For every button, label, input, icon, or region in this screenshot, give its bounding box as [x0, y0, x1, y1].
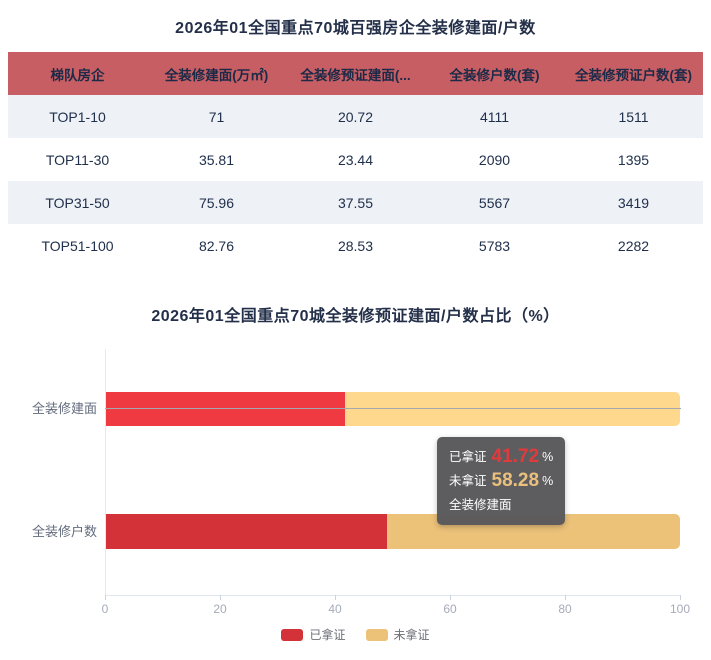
table-row: TOP51-100 82.76 28.53 5783 2282	[8, 224, 703, 267]
table-cell: 4111	[479, 108, 510, 125]
table-header-row: 梯队房企 全装修建面(万㎡) 全装修预证建面(... 全装修户数(套) 全装修预证户数(…	[8, 52, 703, 95]
table-cell: 5783	[478, 237, 511, 254]
table-body: TOP1-10 71 20.72 4111 1511 TOP11-30 35.81 23.44…	[8, 95, 703, 267]
table-cell: 23.44	[337, 151, 374, 168]
legend-swatch	[365, 628, 388, 641]
table-cell: 1395	[617, 151, 650, 168]
tooltip-label: 未拿证	[449, 474, 487, 488]
bar-segment-未拿证[interactable]	[345, 392, 680, 426]
table-cell: TOP31-50	[45, 194, 110, 211]
table-title: 2026年01全国重点70城百强房企全装修建面/户数	[175, 20, 536, 37]
x-axis-tick-label: 40	[328, 602, 342, 616]
legend-swatch	[281, 628, 304, 641]
legend-item-未拿证[interactable]: 未拿证	[365, 626, 430, 643]
table-row: TOP31-50 75.96 37.55 5567 3419	[8, 181, 703, 224]
x-axis-line	[105, 595, 681, 596]
x-axis-tick-label: 100	[669, 602, 691, 616]
bar-row-0[interactable]	[106, 392, 680, 426]
category-label-0: 全装修建面	[31, 401, 97, 416]
y-axis-line	[105, 349, 106, 595]
stacked-bar-chart: 全装修建面 全装修户数 0 20 40 60 80 100 已拿证 41.72% 未拿证 58.…	[0, 326, 711, 660]
table-cell: 82.76	[198, 237, 235, 254]
tooltip-row: 未拿证 58.28%	[449, 469, 553, 493]
tooltip-category: 全装修建面	[449, 498, 512, 512]
table-cell: 5567	[478, 194, 511, 211]
x-axis-tick	[105, 595, 106, 600]
axis-pointer-line	[105, 408, 681, 409]
table-row: TOP11-30 35.81 23.44 2090 1395	[8, 138, 703, 181]
table-cell: 28.53	[337, 237, 374, 254]
legend-label: 已拿证	[309, 628, 346, 642]
table-cell: TOP1-10	[49, 108, 106, 125]
legend-item-已拿证[interactable]: 已拿证	[281, 626, 346, 643]
table-cell: TOP51-100	[41, 237, 114, 254]
x-axis-tick	[450, 595, 451, 600]
category-label-1: 全装修户数	[31, 524, 97, 539]
table-cell: 71	[208, 108, 225, 125]
x-axis-tick	[335, 595, 336, 600]
table-cell: 75.96	[198, 194, 235, 211]
table-cell: 37.55	[337, 194, 374, 211]
legend-label: 未拿证	[393, 628, 430, 642]
x-axis-tick	[680, 595, 681, 600]
x-axis-tick	[220, 595, 221, 600]
table-cell: 3419	[617, 194, 650, 211]
x-axis-tick-label: 20	[213, 602, 227, 616]
x-axis-tick-label: 80	[558, 602, 572, 616]
tooltip-row: 已拿证 41.72%	[449, 445, 553, 469]
table-row: TOP1-10 71 20.72 4111 1511	[8, 95, 703, 138]
bar-row-1[interactable]	[106, 514, 680, 549]
table-wrap: 梯队房企 全装修建面(万㎡) 全装修预证建面(... 全装修户数(套) 全装修预证户数(…	[8, 52, 703, 267]
x-axis-tick	[565, 595, 566, 600]
table-cell: 2090	[478, 151, 511, 168]
legend: 已拿证 未拿证	[0, 626, 711, 643]
table-cell: TOP11-30	[45, 151, 110, 168]
bar-segment-已拿证[interactable]	[106, 514, 388, 549]
x-axis-tick-label: 0	[101, 602, 109, 616]
table-cell: 20.72	[337, 108, 374, 125]
x-axis-tick-label: 60	[443, 602, 457, 616]
table-header-cell: 梯队房企	[8, 52, 147, 95]
table-cell: 2282	[617, 237, 650, 254]
table-header-cell: 全装修建面(万㎡)	[147, 52, 286, 95]
table-header-cell: 全装修户数(套)	[425, 52, 564, 95]
tooltip-label: 已拿证	[449, 450, 487, 464]
tooltip-value: 41.72	[491, 446, 540, 467]
chart-tooltip: 已拿证 41.72% 未拿证 58.28% 全装修建面	[437, 437, 566, 525]
chart-title: 2026年01全国重点70城全装修预证建面/户数占比（%）	[151, 308, 560, 325]
tooltip-unit: %	[542, 450, 554, 464]
tooltip-unit: %	[542, 474, 554, 488]
ranking-table: 梯队房企 全装修建面(万㎡) 全装修预证建面(... 全装修户数(套) 全装修预证户数(…	[8, 52, 703, 267]
table-header-cell: 全装修预证建面(...	[286, 52, 425, 95]
tooltip-value: 58.28	[491, 470, 540, 491]
bar-segment-已拿证[interactable]	[106, 392, 346, 426]
table-header-cell: 全装修预证户数(套)	[564, 52, 703, 95]
table-cell: 1511	[618, 108, 649, 125]
table-cell: 35.81	[198, 151, 235, 168]
